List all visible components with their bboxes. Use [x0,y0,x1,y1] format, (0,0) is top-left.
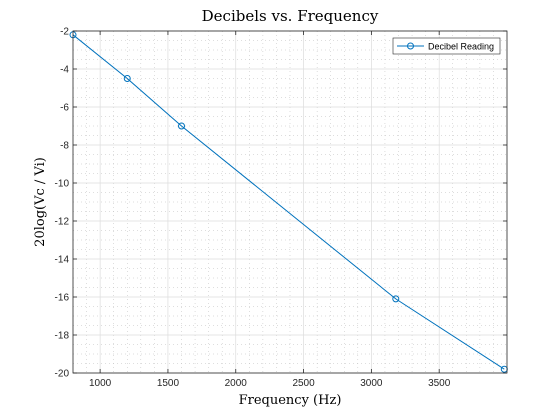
data-point-marker [392,295,400,303]
y-tick-label: -20 [55,369,70,380]
x-tick-label: 1500 [157,378,180,389]
axis-ticks [73,30,507,374]
y-tick-label: -14 [55,255,70,266]
series-line [72,34,505,370]
x-tick-label: 3500 [428,378,451,389]
y-tick-label: -2 [60,27,69,38]
series-layer [69,31,508,373]
y-tick-label: -4 [60,65,69,76]
chart-title: Decibels vs. Frequency [202,7,379,25]
y-tick-label: -12 [55,217,70,228]
legend-marker-sample [407,42,414,50]
legend: Decibel Reading [392,37,501,55]
data-point-marker [178,122,185,130]
minor-grid [73,31,507,373]
legend-box [392,37,501,55]
axes-box [72,30,508,374]
x-tick-label: 2000 [225,378,248,389]
y-tick-label: -10 [55,179,70,190]
legend-entry-label: Decibel Reading [428,42,494,52]
y-axis-label: 20log(Vc / Vi) [33,157,48,247]
tick-labels: 1000 1500 2000 2500 3000 3500 -20 -18 -16 -14 -12 -… [55,27,451,390]
y-tick-label: -18 [55,331,70,342]
y-tick-label: -8 [60,141,69,152]
x-tick-label: 1000 [89,378,112,389]
data-point-marker [123,75,131,82]
x-axis-label: Frequency (Hz) [239,393,342,408]
x-tick-label: 3000 [360,378,383,389]
x-tick-label: 2500 [292,378,315,389]
y-tick-label: -6 [60,103,69,114]
y-tick-label: -16 [55,293,70,304]
